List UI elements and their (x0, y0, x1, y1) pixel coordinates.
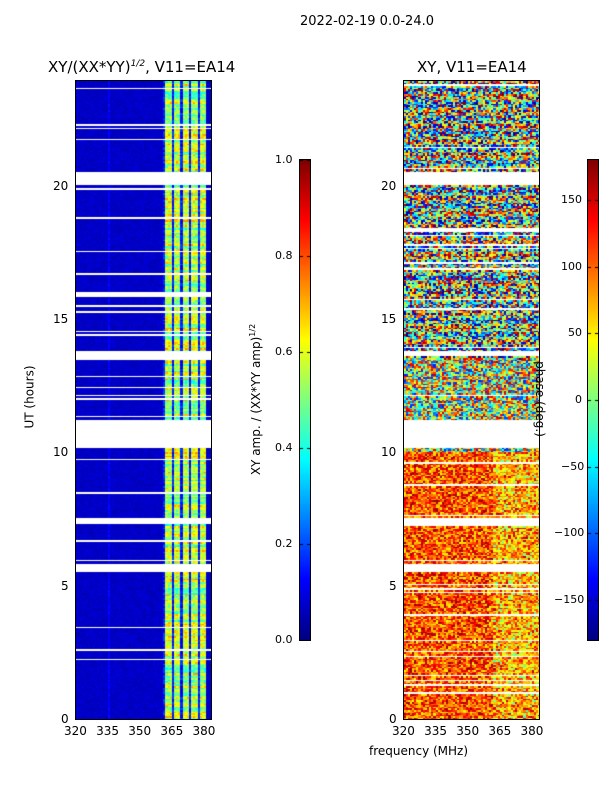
colorbar-tick-label: 0 (575, 393, 582, 406)
x-tick-label: 350 (128, 724, 152, 738)
y-tick-label: 15 (381, 312, 397, 326)
amp-ylabel: UT (hours) (22, 365, 37, 429)
y-tick-label: 20 (53, 178, 69, 193)
amp-title-rest: , V11=EA14 (145, 58, 236, 76)
colorbar-tick-label: 1.0 (275, 153, 293, 166)
x-tick-label: 335 (424, 724, 448, 738)
amp-title-main: XY/(XX*YY) (48, 58, 131, 76)
y-tick-label: 15 (53, 312, 69, 326)
colorbar-tick-label: −50 (561, 459, 585, 473)
phase-panel-title: XY, V11=EA14 (417, 58, 527, 76)
x-tick-label: 365 (488, 724, 512, 738)
y-tick-label: 0 (389, 712, 397, 726)
colorbar-tick-label: 0.2 (275, 537, 293, 550)
colorbar-tick-label: 0.6 (275, 345, 293, 358)
amp-heatmap (75, 80, 212, 720)
phase-colorbar (588, 160, 598, 640)
y-tick-label: 0 (61, 712, 69, 726)
x-tick-label: 380 (192, 724, 216, 738)
y-tick-label: 5 (61, 578, 69, 593)
colorbar-tick-label: −100 (554, 526, 585, 540)
x-tick-label: 320 (392, 724, 415, 738)
colorbar-tick-label: 0.0 (275, 633, 293, 646)
y-tick-label: 20 (381, 178, 397, 193)
colorbar-tick-label: −150 (554, 593, 585, 606)
amp-cb-label-sup: 1/2 (248, 323, 258, 337)
amp-title-sup: 1/2 (130, 59, 146, 69)
amp-colorbar (300, 160, 310, 640)
x-tick-label: 320 (64, 724, 87, 738)
phase-heatmap (403, 80, 540, 720)
y-tick-label: 10 (53, 445, 69, 460)
phase-colorbar-label: phase (deg.) (532, 361, 547, 437)
colorbar-tick-label: 150 (561, 193, 582, 206)
amp-cb-label-main: XY amp. / (XX*YY amp) (249, 336, 264, 476)
colorbar-tick-label: 0.8 (275, 249, 293, 262)
x-tick-label: 365 (160, 724, 184, 738)
y-tick-label: 10 (381, 445, 397, 460)
amp-panel-title: XY/(XX*YY)1/2, V11=EA14 (48, 58, 235, 76)
x-tick-label: 350 (456, 724, 480, 738)
y-tick-label: 5 (389, 578, 397, 593)
x-tick-label: 380 (520, 724, 544, 738)
figure-suptitle: 2022-02-19 0.0-24.0 (300, 14, 434, 29)
colorbar-tick-label: 100 (561, 259, 582, 273)
colorbar-tick-label: 0.4 (275, 441, 293, 454)
shared-xlabel: frequency (MHz) (369, 744, 469, 758)
amp-colorbar-label: XY amp. / (XX*YY amp)1/2 (248, 324, 263, 475)
colorbar-tick-label: 50 (568, 326, 582, 340)
x-tick-label: 335 (96, 724, 120, 738)
